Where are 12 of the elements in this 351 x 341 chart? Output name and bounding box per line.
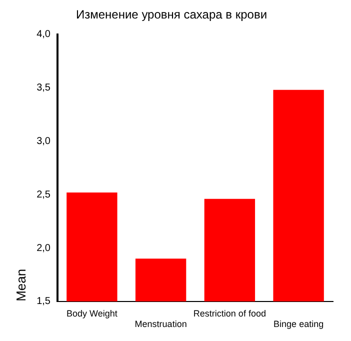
y-tick-label: 3,0 (36, 136, 51, 147)
y-tick-label: 4,0 (36, 29, 51, 40)
chart-title: Изменение уровня сахара в крови (76, 8, 268, 22)
y-axis-title: Mean (13, 268, 28, 302)
y-tick-label: 1,5 (36, 296, 51, 308)
x-tick-label: Menstruation (134, 319, 187, 330)
y-tick-label: 2,5 (36, 189, 51, 200)
x-tick-label: Binge eating (274, 319, 324, 330)
y-tick-label: 2,0 (36, 242, 51, 254)
x-tick-label: Restriction of food (193, 308, 266, 318)
x-tick-label: Body Weight (66, 308, 118, 318)
y-tick-label: 3,5 (36, 82, 51, 94)
